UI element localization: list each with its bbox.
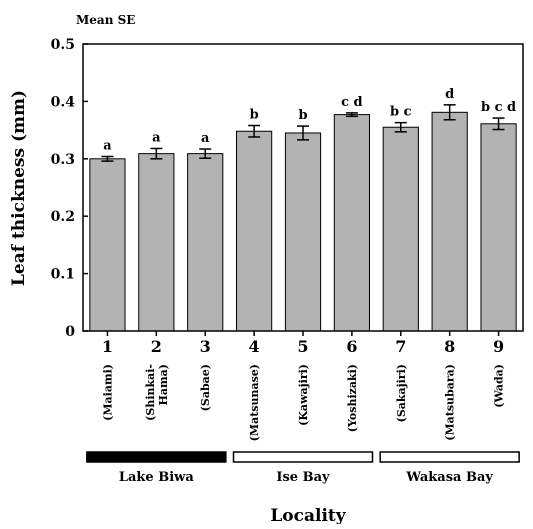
locality-name: (Matsubara) [444,364,457,441]
locality-name: (Kawajiri) [297,364,310,426]
significance-label: c d [341,95,363,110]
x-tick-label: 8 [444,337,455,356]
significance-label: a [152,130,161,145]
locality-name: (Maiami) [101,364,114,421]
x-tick-label: 9 [493,337,504,356]
bar [284,132,322,332]
significance-label: b [298,108,307,123]
y-tick-label: 0.1 [51,267,75,283]
y-tick-label: 0 [65,324,75,340]
y-tick-label: 0.5 [51,37,75,53]
y-tick-label: 0.2 [51,209,75,225]
group-bracket [86,451,227,463]
x-tick-label: 2 [151,337,162,356]
x-axis-label: Locality [270,506,346,524]
x-tick-label: 4 [249,337,260,356]
group-bracket [379,451,520,463]
y-tick-label: 0.4 [51,94,76,110]
x-tick-label: 7 [395,337,406,356]
bar [480,123,517,332]
locality-name: (Matsunase) [248,364,261,441]
x-tick-label: 5 [297,337,308,356]
significance-label: d [445,87,454,102]
group-label: Lake Biwa [119,470,194,485]
x-tick-label: 6 [346,337,357,356]
locality-name: (Sakajiri) [395,364,408,422]
bar [431,111,468,332]
significance-label: b c [390,105,412,120]
significance-label: a [103,139,112,154]
bar [236,130,273,332]
bar [187,153,224,332]
group-bracket [232,451,374,463]
significance-label: b c d [481,100,516,115]
bar [89,158,126,332]
bar [333,114,370,332]
bar [138,153,175,332]
locality-name: (Sabae) [199,364,212,411]
locality-name: (Wada) [493,364,506,408]
significance-label: b [250,108,259,123]
y-axis-label: Leaf thickness (mm) [9,90,29,286]
x-tick-label: 3 [200,337,211,356]
group-label: Ise Bay [276,470,330,485]
locality-name: (Yoshizaki) [346,364,359,432]
significance-label: a [201,131,210,146]
locality-name: Hama) [157,364,170,406]
mean-se-note: Mean SE [76,13,135,27]
bar [382,126,419,332]
locality-name: (Shinkai- [144,364,157,421]
y-tick-label: 0.3 [51,152,75,168]
x-tick-label: 1 [102,337,113,356]
group-label: Wakasa Bay [405,470,493,485]
